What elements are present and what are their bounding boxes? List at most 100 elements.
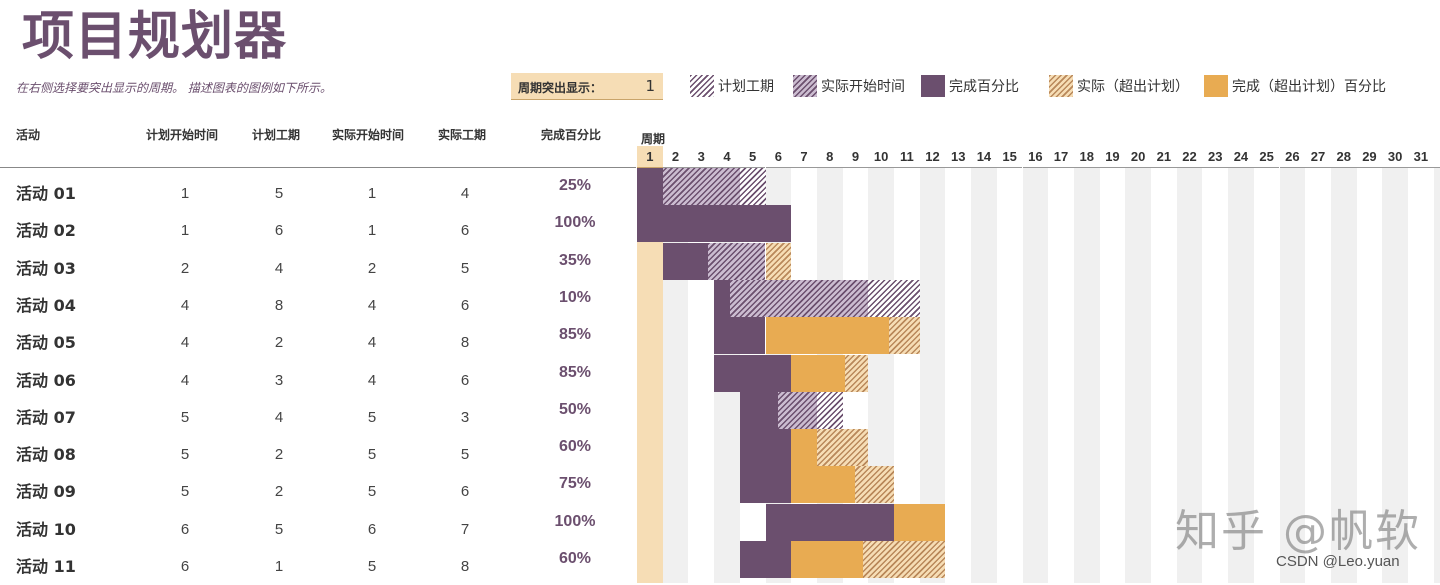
period-highlight-input[interactable]: 1 (645, 77, 655, 95)
cell-actual-duration: 6 (460, 296, 470, 314)
period-column (1279, 168, 1306, 583)
cell-actual-duration: 3 (460, 408, 470, 426)
cell-actual-duration: 7 (460, 520, 470, 538)
cell-percent: 60% (558, 550, 592, 567)
header-period: 周期 (641, 132, 666, 146)
header-actual-duration: 实际工期 (438, 128, 487, 142)
cell-name: 活动 01 (16, 184, 76, 203)
cell-percent: 85% (558, 363, 592, 381)
cell-actual-start: 4 (367, 334, 377, 352)
cell-percent: 85% (558, 326, 592, 344)
bar-over-complete (765, 317, 889, 355)
cell-actual-start: 5 (367, 408, 377, 426)
legend-swatch-over-complete (1204, 75, 1228, 97)
period-column (1382, 168, 1408, 583)
period-column (1330, 168, 1357, 583)
period-number: 5 (739, 146, 766, 168)
period-highlight-control[interactable]: 周期突出显示： 1 (511, 73, 663, 100)
header-activity: 活动 (16, 128, 41, 142)
cell-actual-duration: 5 (460, 446, 470, 464)
bar-over-actual (765, 242, 792, 280)
period-number: 24 (1228, 146, 1254, 168)
period-column (1151, 168, 1177, 583)
legend-label: 计划工期 (718, 79, 774, 95)
cell-plan-duration: 2 (274, 446, 284, 464)
legend-plan: 计划工期 (690, 74, 774, 98)
period-highlight-label: 周期突出显示： (518, 81, 603, 95)
cell-percent: 60% (558, 438, 592, 456)
cell-actual-start: 5 (367, 558, 377, 575)
cell-plan-duration: 4 (274, 259, 284, 277)
cell-plan-duration: 5 (274, 520, 284, 538)
bar-over-complete (791, 541, 864, 578)
legend-label: 实际（超出计划） (1077, 79, 1189, 95)
period-column (1356, 168, 1383, 583)
gantt-grid (637, 168, 1440, 583)
period-column (1125, 168, 1151, 583)
period-column (1176, 168, 1203, 583)
legend-swatch-plan (690, 75, 714, 97)
period-number: 1 (637, 146, 663, 169)
period-number: 14 (971, 146, 997, 168)
period-number: 25 (1253, 146, 1280, 168)
watermark-zhihu: 知乎 @帆软 (1175, 506, 1421, 557)
cell-name: 活动 03 (16, 258, 76, 278)
legend-swatch-over-actual (1049, 75, 1073, 97)
cell-plan-start: 5 (180, 408, 190, 426)
header-plan-duration: 计划工期 (252, 128, 301, 142)
bar-complete (739, 466, 792, 504)
period-number: 10 (868, 146, 894, 168)
bar-complete (739, 391, 779, 429)
cell-percent: 75% (558, 475, 592, 493)
bar-complete (637, 205, 792, 243)
period-number: 7 (791, 146, 817, 168)
period-number: 19 (1099, 146, 1126, 168)
legend-label: 实际开始时间 (821, 79, 905, 95)
period-column (1433, 168, 1440, 583)
cell-plan-duration: 5 (274, 185, 284, 202)
bar-complete (714, 354, 792, 392)
period-number: 20 (1125, 146, 1151, 168)
header-percent-complete: 完成百分比 (541, 128, 602, 142)
cell-name: 活动 07 (16, 407, 76, 427)
cell-actual-start: 6 (367, 520, 377, 538)
cell-actual-start: 2 (367, 259, 377, 277)
cell-actual-duration: 8 (460, 558, 470, 575)
period-number: 18 (1073, 146, 1100, 168)
bar-complete (637, 168, 663, 205)
cell-name: 活动 04 (16, 295, 76, 315)
legend-swatch-actual (793, 75, 817, 97)
cell-plan-start: 4 (180, 371, 190, 389)
period-column (1022, 168, 1049, 583)
period-number: 12 (919, 146, 946, 168)
header-actual-start: 实际开始时间 (332, 128, 405, 142)
bar-complete (739, 429, 792, 467)
period-number: 30 (1382, 146, 1408, 168)
table-row: 活动 09 5 2 5 6 75% (0, 473, 636, 510)
cell-actual-start: 1 (367, 222, 377, 240)
period-number: 3 (1433, 146, 1440, 168)
period-number: 27 (1305, 146, 1331, 168)
cell-name: 活动 09 (16, 482, 76, 502)
cell-plan-duration: 8 (274, 296, 284, 314)
table-row: 活动 08 5 2 5 5 60% (0, 436, 636, 473)
cell-actual-duration: 6 (460, 222, 470, 240)
bar-complete (765, 503, 894, 541)
cell-plan-start: 1 (180, 185, 190, 202)
cell-plan-start: 4 (180, 334, 190, 352)
legend-actual: 实际开始时间 (793, 74, 905, 98)
table-row: 活动 06 4 3 4 6 85% (0, 362, 636, 399)
bar-over-complete (791, 429, 817, 467)
page-title: 项目规划器 (22, 7, 288, 67)
period-number: 16 (1022, 146, 1049, 168)
cell-actual-duration: 6 (460, 483, 470, 501)
bar-over-complete (791, 354, 846, 392)
bar-actual (714, 279, 869, 317)
cell-name: 活动 05 (16, 333, 76, 353)
period-number: 17 (1048, 146, 1074, 168)
period-number: 22 (1176, 146, 1203, 168)
cell-percent: 50% (558, 400, 592, 418)
cell-plan-start: 2 (180, 259, 190, 277)
cell-name: 活动 08 (16, 445, 76, 465)
cell-percent: 10% (558, 288, 592, 306)
